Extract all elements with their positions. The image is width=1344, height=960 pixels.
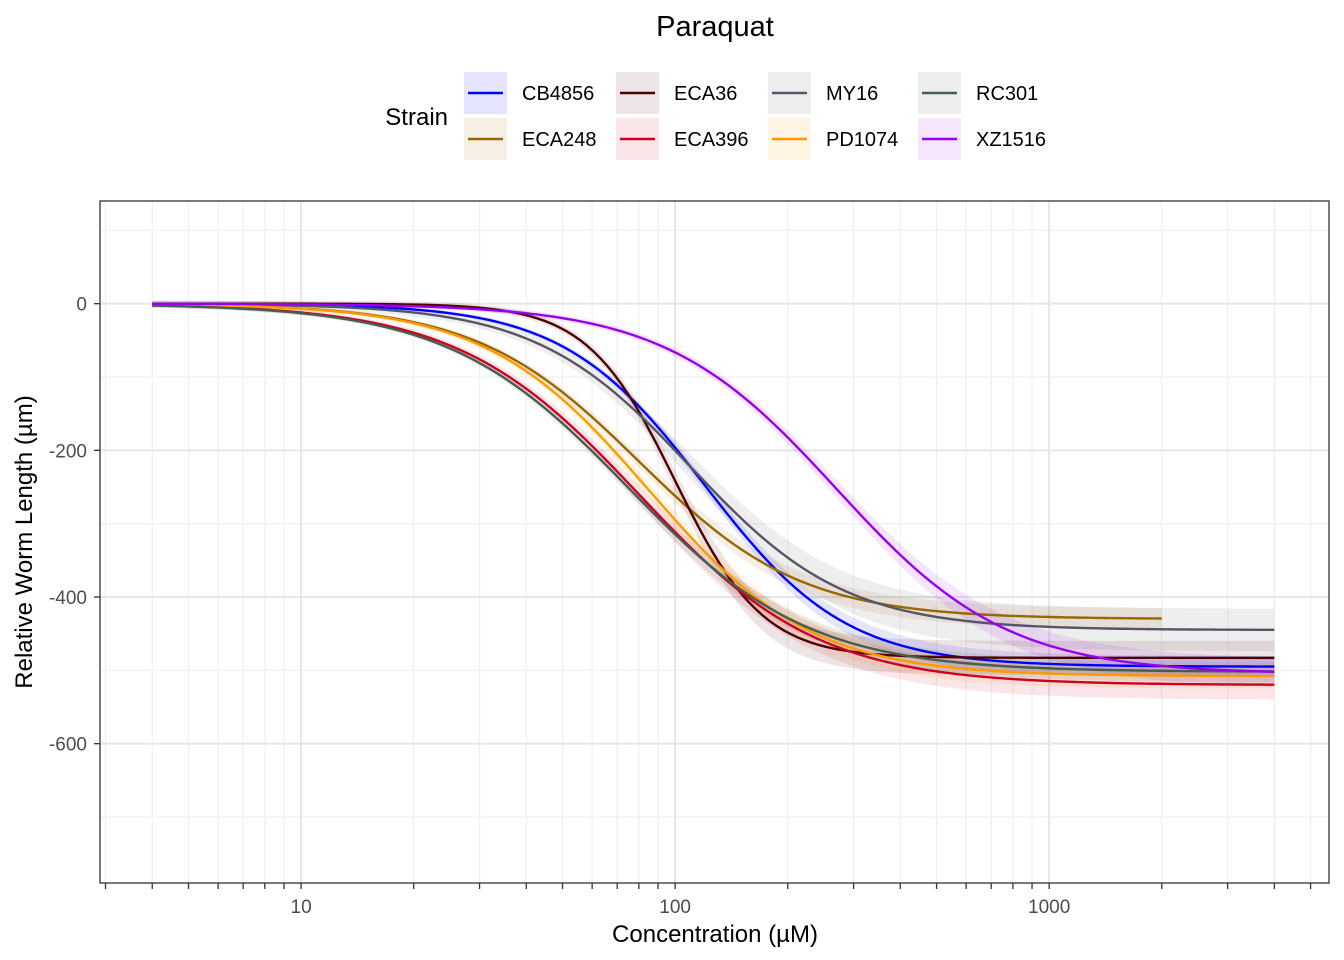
- legend: Strain CB4856 ECA248 ECA36 ECA396 MY16 PD1074…: [385, 72, 1046, 160]
- y-tick-label: -400: [49, 588, 87, 609]
- x-tick-label: 10: [291, 897, 312, 918]
- ci-ribbon-my16: [152, 300, 1275, 652]
- series-line-pd1074: [152, 303, 1275, 678]
- confidence-ribbons: [152, 300, 1275, 700]
- x-axis-title: Concentration (µM): [612, 921, 818, 948]
- series-lines: [152, 302, 1275, 686]
- x-tick-label: 1000: [1028, 897, 1070, 918]
- y-tick-label: -600: [49, 735, 87, 756]
- legend-label-rc301: RC301: [976, 83, 1038, 105]
- legend-label-cb4856: CB4856: [522, 83, 594, 105]
- ci-ribbon-xz1516: [152, 301, 1275, 687]
- minor-gridlines: [100, 201, 1329, 883]
- y-axis-title: Relative Worm Length (µm): [11, 395, 38, 688]
- series-line-my16: [152, 302, 1275, 632]
- y-axis: 0 -200 -400 -600: [49, 295, 100, 756]
- y-tick-label: -200: [49, 441, 87, 462]
- series-line-xz1516: [152, 302, 1275, 674]
- plot-panel: [99, 200, 1330, 884]
- legend-label-eca248: ECA248: [522, 129, 597, 151]
- x-tick-label: 100: [659, 897, 691, 918]
- plot-border: [99, 200, 1330, 884]
- legend-label-pd1074: PD1074: [826, 129, 898, 151]
- series-line-rc301: [152, 304, 1275, 673]
- chart-title: Paraquat: [656, 11, 774, 43]
- x-axis: 10 100 1000: [104, 883, 1312, 918]
- legend-label-xz1516: XZ1516: [976, 129, 1046, 151]
- legend-label-eca36: ECA36: [674, 83, 737, 105]
- legend-title: Strain: [385, 104, 448, 131]
- legend-label-my16: MY16: [826, 83, 878, 105]
- legend-label-eca396: ECA396: [674, 129, 749, 151]
- y-tick-label: 0: [76, 295, 87, 316]
